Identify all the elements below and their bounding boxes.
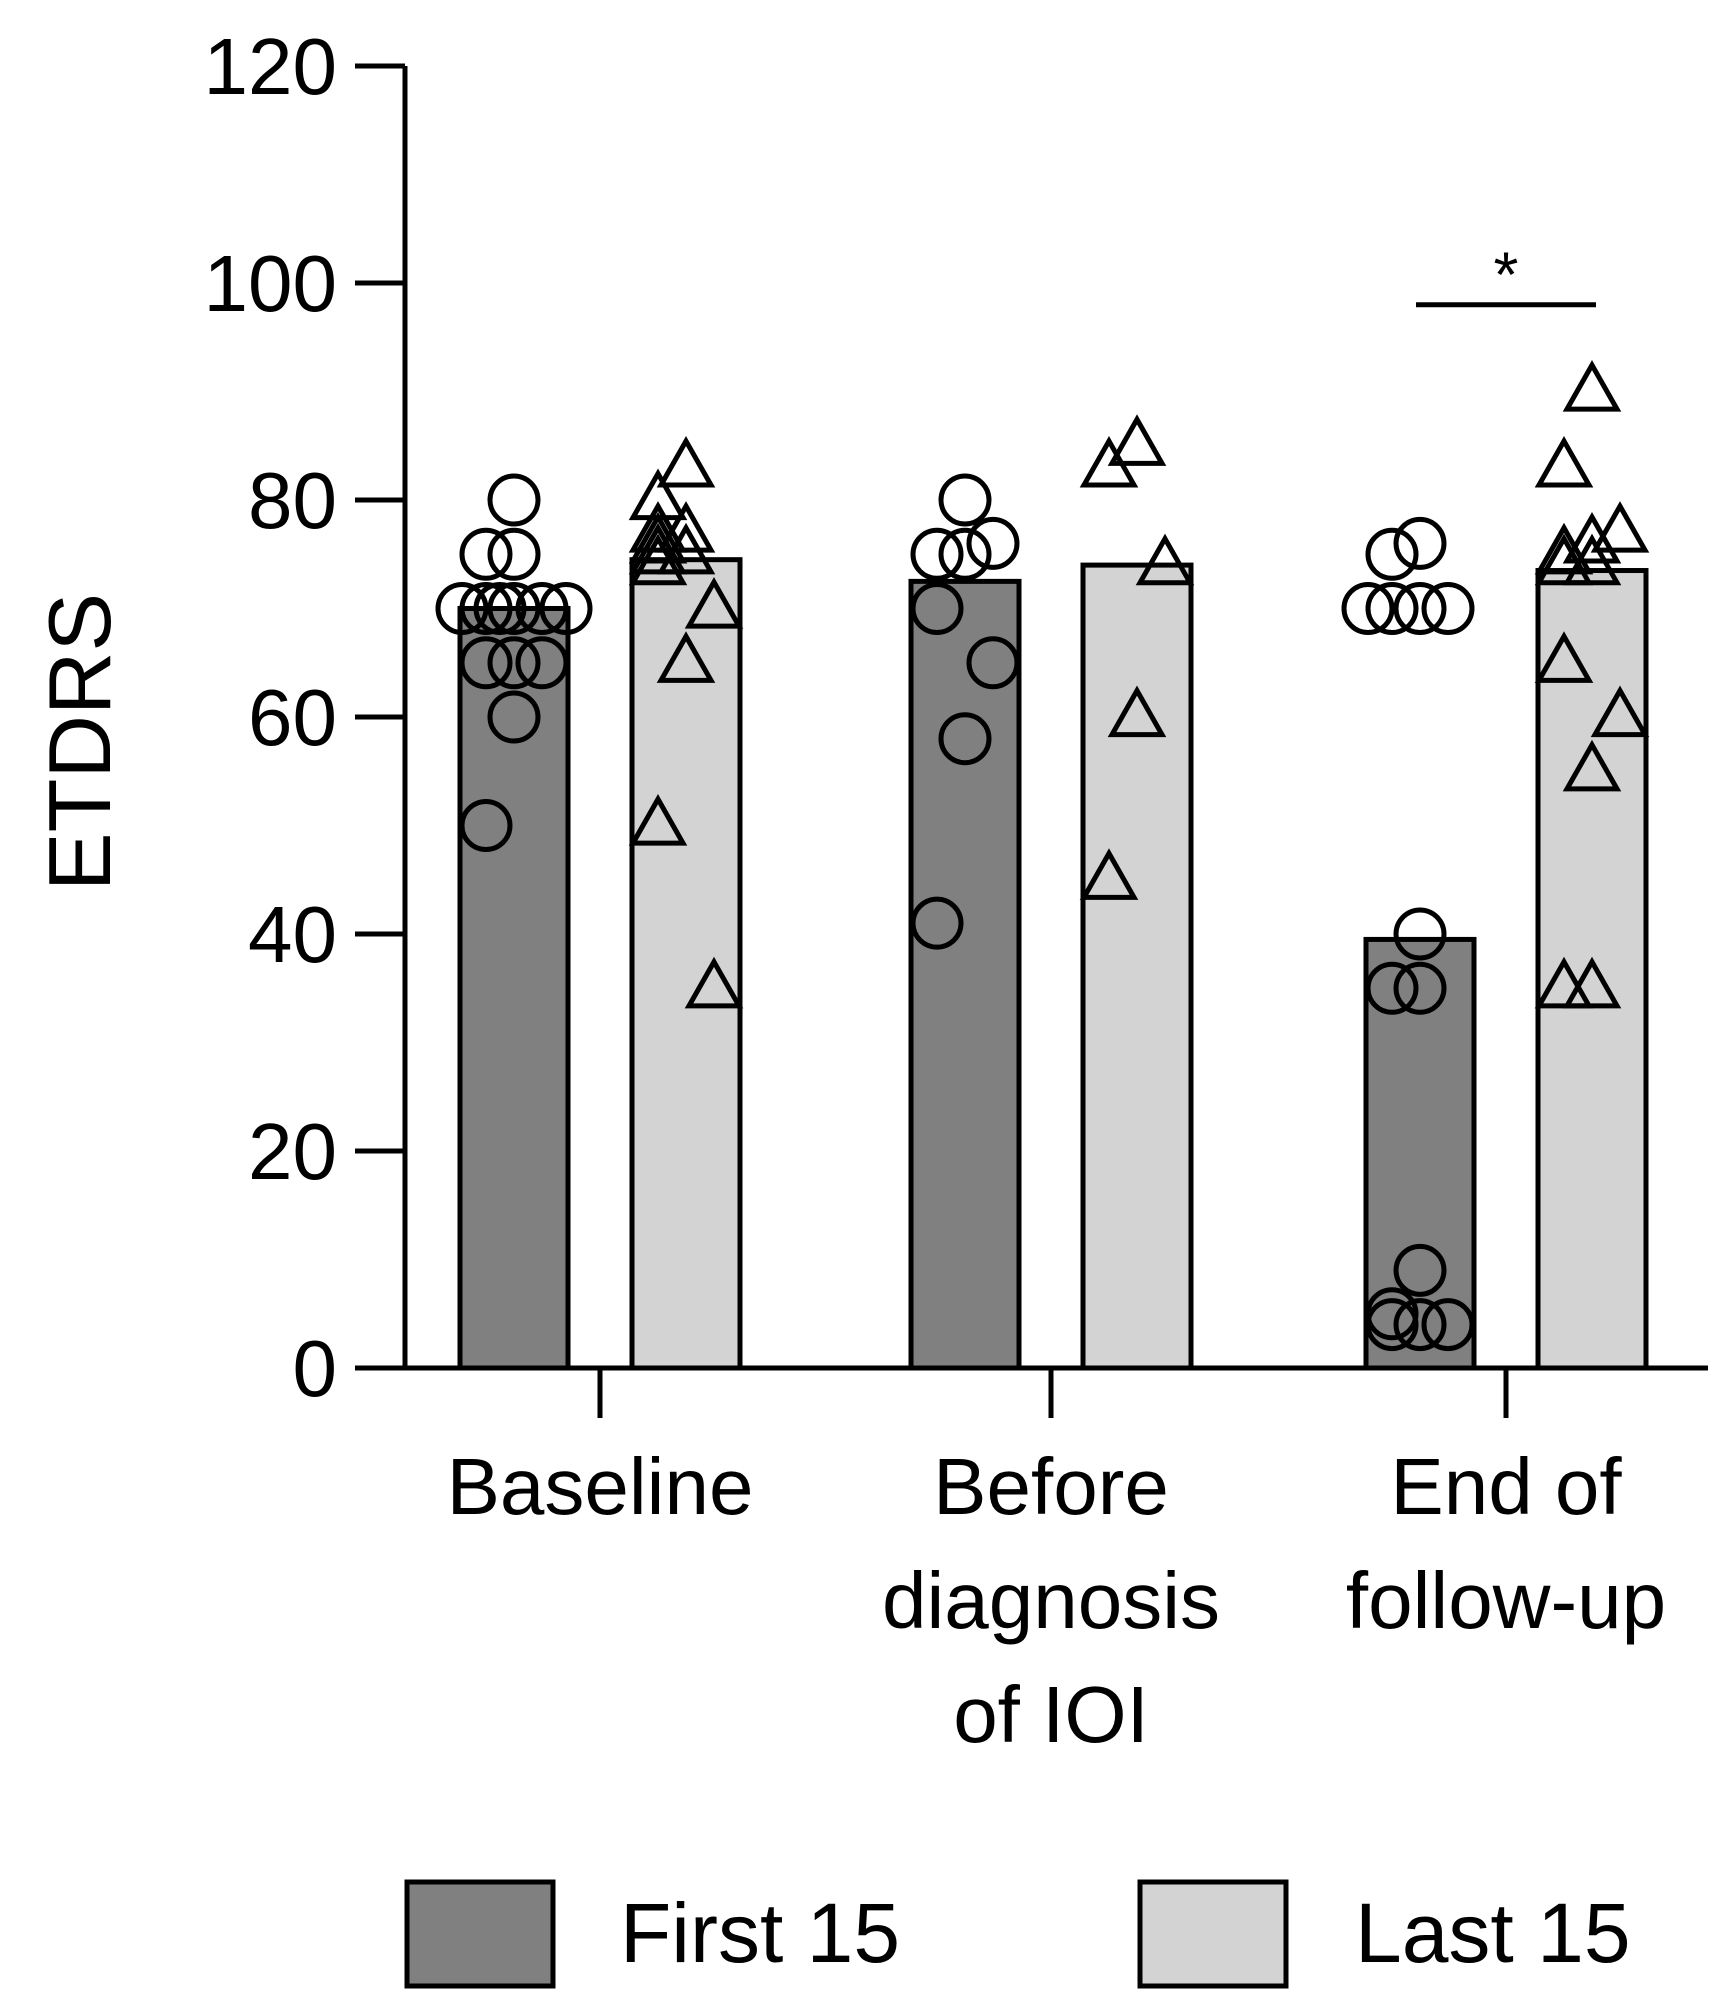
bar-last15-1 xyxy=(1080,562,1194,1371)
data-point-triangle xyxy=(1590,501,1650,553)
data-point-circle xyxy=(459,636,513,690)
data-point-circle xyxy=(539,582,593,635)
data-point-circle xyxy=(1393,961,1447,1015)
data-point-triangle xyxy=(656,501,716,553)
data-point-triangle xyxy=(1562,360,1622,412)
legend-swatch-1 xyxy=(1137,1879,1289,1989)
data-point-triangle xyxy=(1534,533,1594,586)
data-point-circle xyxy=(1393,582,1447,635)
data-point-circle xyxy=(487,582,541,635)
data-point-circle xyxy=(1365,527,1419,581)
data-point-circle xyxy=(459,799,513,852)
points-layer xyxy=(435,360,1650,1352)
data-point-circle xyxy=(910,896,964,950)
data-point-circle xyxy=(459,527,513,581)
data-point-triangle xyxy=(1534,435,1594,488)
data-point-circle xyxy=(459,582,513,635)
x-category-label: follow-up xyxy=(1346,1556,1666,1645)
data-point-circle xyxy=(1365,1298,1419,1352)
data-point-triangle xyxy=(628,794,688,846)
data-point-circle xyxy=(938,527,992,581)
data-point-triangle xyxy=(656,631,716,683)
data-point-triangle xyxy=(1534,631,1594,683)
data-point-circle xyxy=(487,527,541,581)
y-tick-label: 60 xyxy=(248,673,337,762)
data-point-triangle xyxy=(1079,848,1139,900)
y-tick-label: 40 xyxy=(248,890,337,979)
bars-layer xyxy=(457,557,1649,1371)
data-point-triangle xyxy=(1135,533,1195,586)
data-point-triangle xyxy=(1107,414,1167,466)
data-point-triangle xyxy=(628,533,688,586)
data-point-triangle xyxy=(628,511,688,564)
data-point-circle xyxy=(966,516,1020,570)
data-point-circle xyxy=(487,473,541,527)
y-axis-title: ETDRS xyxy=(30,593,129,891)
y-tick-label: 120 xyxy=(204,22,337,111)
data-point-circle xyxy=(966,636,1020,690)
data-point-triangle xyxy=(1534,522,1594,575)
data-point-circle xyxy=(910,527,964,581)
data-point-triangle xyxy=(1107,685,1167,738)
x-category-label: of IOI xyxy=(953,1670,1149,1759)
x-category-label: End of xyxy=(1390,1442,1622,1531)
data-point-triangle xyxy=(1562,533,1622,586)
data-point-circle xyxy=(1421,1298,1475,1352)
data-point-triangle xyxy=(656,522,716,575)
bar-last15-2 xyxy=(1535,568,1649,1371)
data-point-circle xyxy=(1393,516,1447,570)
legend: First 15 Last 15 xyxy=(404,1879,1631,1989)
bar-first15-1 xyxy=(908,578,1022,1371)
legend-label-1: Last 15 xyxy=(1355,1886,1631,1980)
y-tick-label: 80 xyxy=(248,456,337,545)
data-point-triangle xyxy=(1562,739,1622,792)
data-point-circle xyxy=(515,582,569,635)
data-point-circle xyxy=(515,636,569,690)
data-point-triangle xyxy=(684,577,744,629)
data-point-circle xyxy=(1341,582,1395,635)
x-category-label: diagnosis xyxy=(882,1556,1220,1645)
legend-label-0: First 15 xyxy=(620,1886,900,1980)
data-point-triangle xyxy=(1534,956,1594,1009)
data-point-circle xyxy=(1365,961,1419,1015)
data-point-circle xyxy=(487,636,541,690)
x-category-label: Before xyxy=(933,1442,1169,1531)
data-point-triangle xyxy=(656,435,716,488)
y-tick-label: 0 xyxy=(293,1324,338,1413)
data-point-triangle xyxy=(628,501,688,553)
legend-swatch-0 xyxy=(404,1879,556,1989)
data-point-circle xyxy=(435,582,489,635)
annotation-layer: * xyxy=(1416,239,1596,311)
data-point-circle xyxy=(938,712,992,766)
data-point-circle xyxy=(1365,582,1419,635)
x-category-label: Baseline xyxy=(447,1442,754,1531)
data-point-circle xyxy=(1393,907,1447,961)
data-point-circle xyxy=(473,582,527,635)
data-point-triangle xyxy=(628,522,688,575)
data-point-triangle xyxy=(1562,956,1622,1009)
data-point-circle xyxy=(1421,582,1475,635)
data-point-triangle xyxy=(684,956,744,1009)
y-tick-label: 20 xyxy=(248,1107,337,1196)
data-point-circle xyxy=(1393,1243,1447,1297)
significance-marker: * xyxy=(1494,239,1519,311)
bar-first15-0 xyxy=(457,606,571,1371)
data-point-triangle xyxy=(1079,435,1139,488)
axes-layer: 0 20 40 60 80 100 120 ETDRS Baseline Before diagno… xyxy=(30,22,1708,1759)
data-point-circle xyxy=(1393,1298,1447,1352)
data-point-circle xyxy=(938,473,992,527)
data-point-circle xyxy=(487,690,541,744)
data-point-triangle xyxy=(1562,511,1622,564)
data-point-circle xyxy=(910,582,964,635)
data-point-triangle xyxy=(1590,685,1650,738)
y-tick-label: 100 xyxy=(204,239,337,328)
